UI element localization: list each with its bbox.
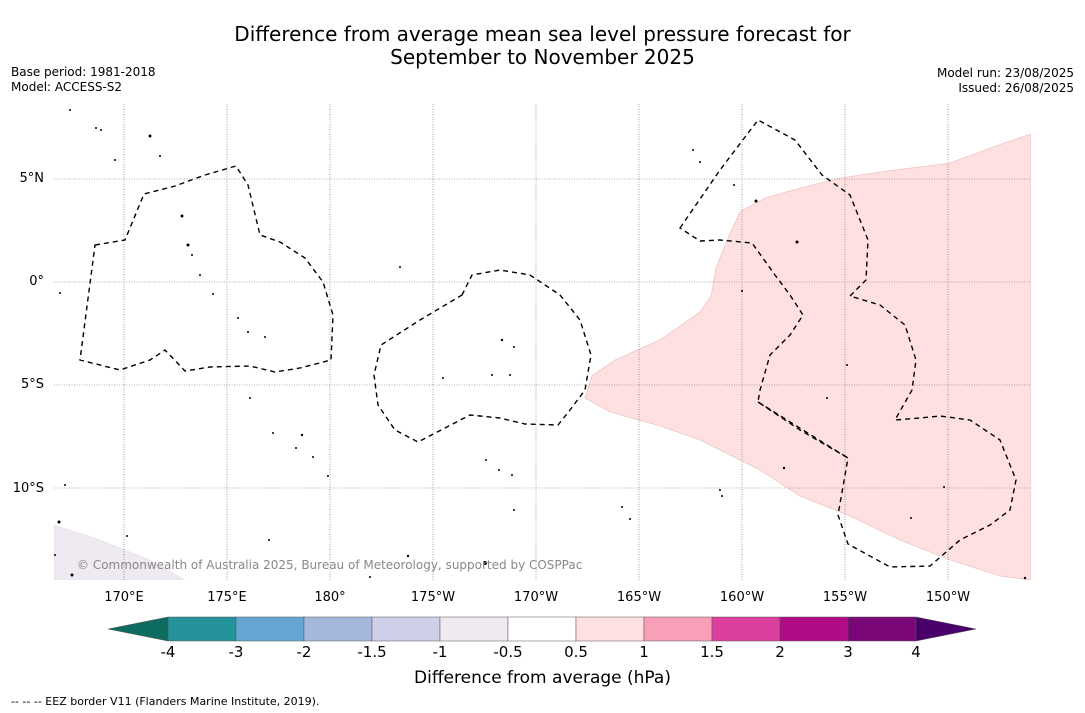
colorbar-bin: [303, 616, 373, 642]
lon-tick: 150°W: [925, 590, 971, 605]
colorbar-bin: [847, 616, 917, 642]
graticule: [54, 104, 1031, 580]
eez-border-tokelau-phoenix: [373, 269, 592, 443]
lat-tick: 5°N: [19, 171, 45, 186]
anomaly-region-negative: [54, 524, 186, 580]
eez-border-line-islands: [679, 119, 1017, 568]
issued-date: Issued: 26/08/2025: [958, 81, 1074, 95]
lon-tick: 160°W: [719, 590, 765, 605]
map-area: [54, 104, 1031, 580]
colorbar-bin: [779, 616, 849, 642]
map-title-line1: Difference from average mean sea level p…: [234, 22, 851, 46]
colorbar-bin: [167, 616, 237, 642]
lon-tick: 180°: [314, 590, 346, 605]
lat-tick: 5°S: [20, 377, 44, 392]
colorbar-bin: [507, 616, 577, 642]
lon-tick: 170°E: [104, 590, 144, 605]
colorbar-extend-high: [915, 616, 977, 642]
base-period: Base period: 1981-2018: [11, 65, 156, 79]
lat-tick: 0°: [29, 274, 44, 289]
colorbar-extend-low: [107, 616, 169, 642]
meta-right: Model run: 23/08/2025 Issued: 26/08/2025: [937, 66, 1074, 96]
lon-tick: 155°W: [822, 590, 868, 605]
eez-footnote: -- -- -- EEZ border V11 (Flanders Marine…: [11, 695, 320, 708]
colorbar-label: -2: [296, 643, 312, 661]
lat-tick: 10°S: [12, 481, 44, 496]
colorbar-bin: [235, 616, 305, 642]
model-run: Model run: 23/08/2025: [936, 66, 1074, 80]
islands: [54, 109, 1027, 580]
colorbar-bin: [711, 616, 781, 642]
colorbar-bin: [371, 616, 441, 642]
lon-tick: 175°E: [207, 590, 247, 605]
colorbar-label: 0.5: [564, 643, 588, 661]
colorbar-label: -4: [160, 643, 176, 661]
colorbar-label: 4: [911, 643, 921, 661]
eez-border-kiribati-gilberts: [79, 165, 334, 373]
colorbar-label: -3: [228, 643, 244, 661]
eez-borders: [79, 119, 1017, 568]
colorbar: [107, 616, 977, 642]
colorbar-label: 3: [843, 643, 853, 661]
colorbar-label: 2: [775, 643, 785, 661]
meta-left: Base period: 1981-2018 Model: ACCESS-S2: [11, 65, 156, 95]
lon-tick: 175°W: [410, 590, 456, 605]
colorbar-label: 1: [639, 643, 649, 661]
colorbar-label: 1.5: [700, 643, 724, 661]
colorbar-label: -0.5: [493, 643, 523, 661]
lon-tick: 170°W: [513, 590, 559, 605]
colorbar-bin: [439, 616, 509, 642]
model-name: Model: ACCESS-S2: [11, 80, 123, 94]
colorbar-label: -1: [432, 643, 448, 661]
colorbar-bin: [575, 616, 645, 642]
map-title-line2: September to November 2025: [390, 45, 695, 69]
copyright-notice: © Commonwealth of Australia 2025, Bureau…: [77, 558, 583, 572]
colorbar-title: Difference from average (hPa): [414, 668, 671, 688]
lon-tick: 165°W: [616, 590, 662, 605]
colorbar-bin: [643, 616, 713, 642]
anomaly-region-positive: [584, 133, 1031, 580]
colorbar-label: -1.5: [357, 643, 387, 661]
